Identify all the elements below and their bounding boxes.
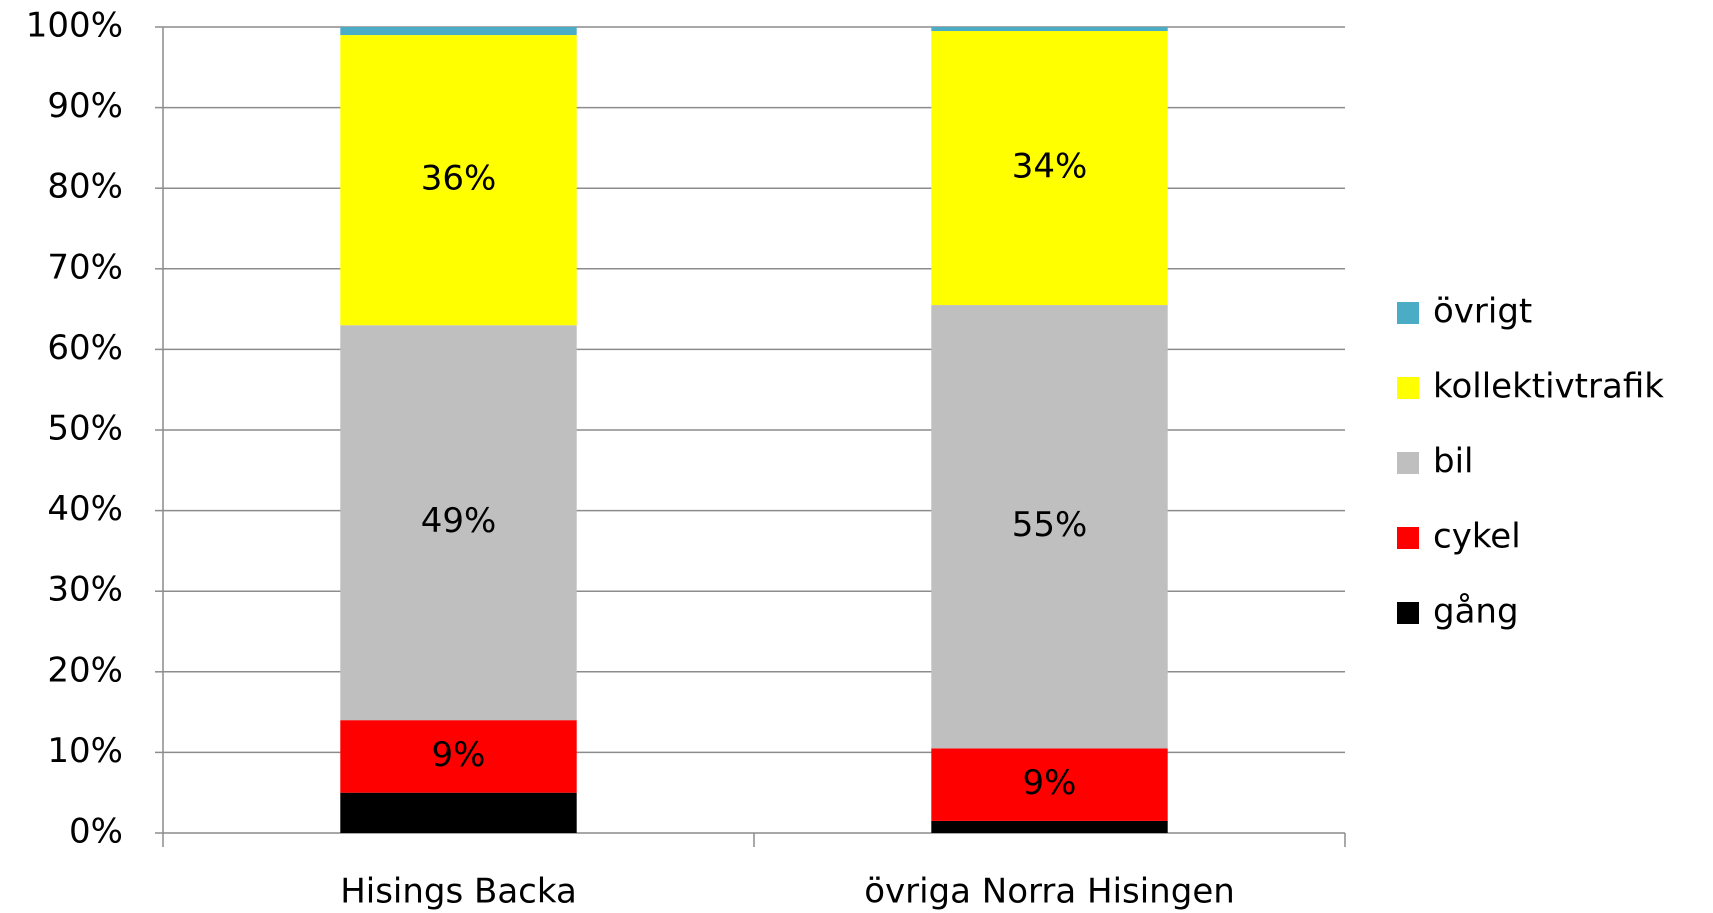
legend-label: bil (1433, 442, 1473, 482)
bar-segment (340, 720, 577, 793)
data-label: 36% (421, 159, 497, 199)
bar-segment (931, 820, 1168, 833)
y-tick-label: 50% (47, 409, 123, 449)
data-label: 9% (432, 735, 486, 775)
bar-segment (340, 27, 577, 36)
legend-swatch (1397, 602, 1419, 624)
legend-swatch (1397, 302, 1419, 324)
data-label: 34% (1012, 147, 1088, 187)
y-tick-label: 10% (47, 731, 123, 771)
bar-segment (931, 748, 1168, 821)
y-tick-label: 100% (26, 6, 123, 46)
bar-segment (340, 35, 577, 326)
data-label: 55% (1012, 505, 1088, 545)
y-tick-label: 60% (47, 328, 123, 368)
legend-swatch (1397, 527, 1419, 549)
bar-segment (931, 31, 1168, 306)
bar-segment (931, 27, 1168, 32)
y-tick-label: 30% (47, 570, 123, 610)
y-tick-label: 40% (47, 489, 123, 529)
y-tick-label: 80% (47, 167, 123, 207)
x-tick-label: Hisings Backa (340, 872, 577, 912)
y-tick-label: 90% (47, 86, 123, 126)
y-tick-label: 20% (47, 650, 123, 690)
legend-label: övrigt (1433, 292, 1532, 332)
legend-swatch (1397, 452, 1419, 474)
y-tick-label: 70% (47, 247, 123, 287)
bar-segment (931, 305, 1168, 749)
data-label: 49% (421, 501, 497, 541)
legend-label: gång (1433, 592, 1519, 632)
bar-segment (340, 325, 577, 721)
y-tick-label: 0% (69, 812, 123, 852)
legend-label: cykel (1433, 517, 1521, 557)
data-label: 9% (1023, 763, 1077, 803)
bar-segment (340, 792, 577, 833)
legend-label: kollektivtrafik (1433, 367, 1664, 407)
legend-swatch (1397, 377, 1419, 399)
x-tick-label: övriga Norra Hisingen (864, 872, 1235, 912)
